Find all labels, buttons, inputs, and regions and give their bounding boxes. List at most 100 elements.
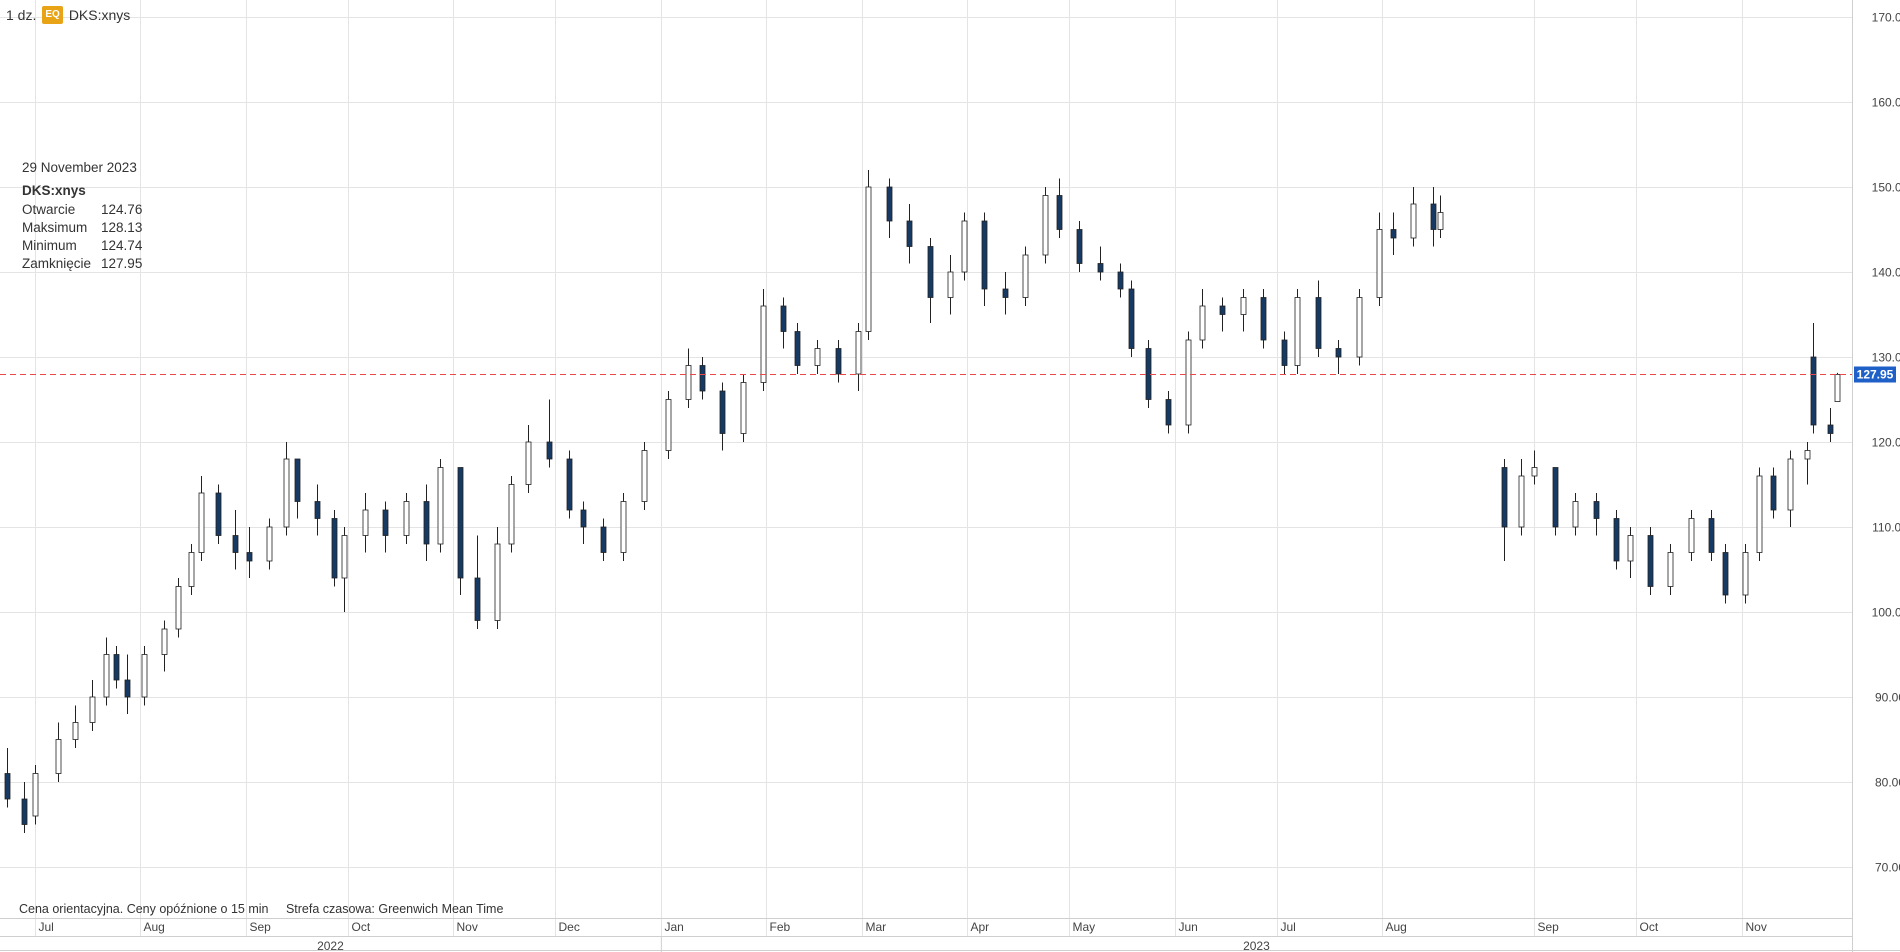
symbol-label[interactable]: DKS:xnys	[68, 7, 131, 23]
candle-body	[1688, 518, 1695, 553]
candle	[794, 323, 801, 374]
candle	[855, 323, 862, 391]
candle-body	[780, 305, 787, 332]
candle-body	[403, 501, 410, 536]
candle	[215, 484, 222, 544]
y-tick-label: 130.00	[1872, 351, 1900, 365]
candle	[580, 501, 587, 544]
x-tick-label: Feb	[770, 920, 791, 934]
candle	[1613, 510, 1620, 570]
candle-body	[1219, 305, 1226, 315]
candle-body	[1281, 339, 1288, 366]
candle	[103, 637, 110, 706]
candle	[1787, 450, 1794, 527]
ohlc-value: 127.95	[101, 256, 143, 271]
candle	[55, 722, 62, 782]
candle-body	[981, 220, 988, 290]
y-tick-label: 90.00	[1875, 691, 1900, 705]
x-tick-label: Jan	[665, 920, 684, 934]
candle-body	[906, 220, 913, 247]
ohlc-table: Otwarcie 124.76 Maksimum 128.13 Minimum 124…	[22, 201, 142, 273]
candle-body	[246, 552, 253, 562]
candle-body	[927, 246, 934, 298]
candle-body	[1076, 229, 1083, 264]
candle	[1810, 323, 1817, 434]
candle	[283, 442, 290, 536]
candle-body	[1667, 552, 1674, 587]
candle	[1834, 372, 1841, 402]
candle	[362, 493, 369, 553]
candle	[232, 510, 239, 570]
candle	[1572, 493, 1579, 536]
candle	[382, 501, 389, 553]
candle	[188, 544, 195, 595]
candle	[1722, 544, 1729, 604]
x-tick-label: Nov	[1746, 920, 1767, 934]
candle-body	[1260, 297, 1267, 341]
candle-body	[474, 577, 481, 621]
candle-body	[124, 679, 131, 698]
candle-body	[1165, 399, 1172, 426]
candle-body	[55, 739, 62, 774]
candle-body	[362, 509, 369, 536]
candle	[1376, 212, 1383, 306]
candle	[341, 527, 348, 612]
candle-body	[161, 628, 168, 655]
y-tick-label: 120.00	[1872, 436, 1900, 450]
x-tick-label: Jul	[39, 920, 54, 934]
candle	[961, 212, 968, 281]
candle	[1335, 340, 1342, 374]
grid	[0, 0, 1852, 936]
candle	[699, 357, 706, 400]
candle	[1022, 246, 1029, 306]
candle-body	[266, 526, 273, 562]
y-tick-label: 160.00	[1872, 96, 1900, 110]
candle	[1518, 459, 1525, 536]
candle	[423, 484, 430, 561]
candle	[1552, 467, 1559, 536]
candle-body	[961, 220, 968, 273]
ohlc-label: Zamknięcie	[22, 256, 92, 271]
y-tick-label: 140.00	[1872, 266, 1900, 280]
interval-label[interactable]: 1 dz.	[6, 7, 37, 23]
last-price-marker: 127.95	[0, 366, 1896, 383]
candle	[1627, 527, 1634, 578]
candle	[1165, 391, 1172, 434]
candle-body	[1390, 229, 1397, 239]
candle-body	[1742, 552, 1749, 596]
candle	[32, 765, 39, 825]
x-tick-label: Sep	[250, 920, 272, 934]
candle	[906, 204, 913, 264]
candle	[474, 535, 481, 629]
candle	[641, 442, 648, 510]
ohlc-value: 128.13	[101, 220, 143, 235]
candle	[620, 493, 627, 561]
candle	[1593, 493, 1600, 536]
candle	[1185, 331, 1192, 434]
ohlc-label: Minimum	[22, 238, 77, 253]
candle	[1219, 297, 1226, 332]
candle-body	[600, 526, 607, 553]
candle	[4, 748, 11, 808]
candle-body	[1647, 535, 1654, 587]
candle-body	[1770, 475, 1777, 511]
candle	[1002, 272, 1009, 315]
candle	[1240, 289, 1247, 332]
chart-header: 1 dz. EQ DKS:xnys	[6, 6, 130, 24]
candle-body	[740, 382, 747, 434]
ohlc-row-close: Zamknięcie 127.95	[22, 255, 142, 273]
ohlc-value: 124.74	[101, 238, 143, 253]
candle-body	[331, 518, 338, 579]
candle-body	[1430, 203, 1437, 230]
x-tick-label: Nov	[457, 920, 478, 934]
candle-body	[314, 501, 321, 519]
candle-body	[21, 798, 28, 825]
candle-body	[113, 654, 120, 681]
y-tick-label: 80.00	[1875, 776, 1900, 790]
candle-body	[1722, 552, 1729, 596]
x-tick-label: Jun	[1179, 920, 1198, 934]
ohlc-label: Maksimum	[22, 220, 88, 235]
candle	[1647, 527, 1654, 595]
candle-body	[188, 552, 195, 587]
